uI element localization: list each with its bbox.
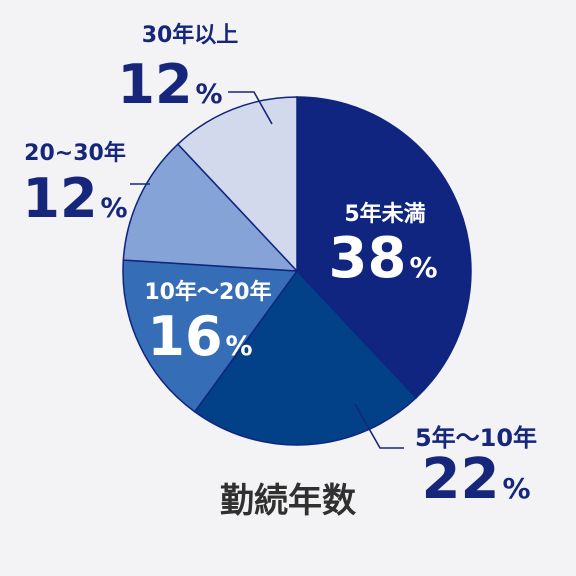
slice-value-number: 22: [422, 447, 500, 512]
pie-slice-2: [193, 269, 418, 446]
slice-value-number: 16: [147, 305, 222, 368]
pie-slice-4: [122, 143, 299, 272]
slice-value-unit: %: [502, 472, 530, 505]
slice-value-number: 12: [22, 167, 97, 230]
slice-name-label: 5年～10年: [415, 424, 537, 452]
pie-slice-3: [122, 259, 299, 413]
leader-line-5: [228, 91, 273, 125]
slice-value-label: 38%: [329, 226, 438, 291]
slice-name-label: 10年～20年: [144, 279, 271, 305]
leader-lines: [130, 91, 404, 449]
leader-line-2: [354, 403, 404, 449]
pie-slice-1: [296, 96, 472, 399]
slice-value-unit: %: [196, 79, 223, 110]
slice-name-label: 30年以上: [142, 22, 239, 48]
slice-value-number: 38: [329, 226, 407, 291]
slice-name-label: 5年未満: [344, 201, 425, 227]
slice-value-number: 12: [117, 53, 192, 116]
slice-value-label: 12%: [22, 167, 127, 230]
slice-value-unit: %: [409, 251, 437, 284]
slice-value-label: 12%: [117, 53, 222, 116]
pie-slice-5: [176, 96, 298, 273]
slice-value-unit: %: [226, 331, 253, 362]
slice-value-unit: %: [101, 193, 128, 224]
slice-name-label: 20~30年: [24, 140, 126, 166]
slice-value-label: 22%: [422, 447, 531, 512]
slice-value-label: 16%: [147, 305, 252, 368]
chart-title: 勤続年数: [220, 481, 356, 521]
pie-slices: [122, 96, 472, 446]
